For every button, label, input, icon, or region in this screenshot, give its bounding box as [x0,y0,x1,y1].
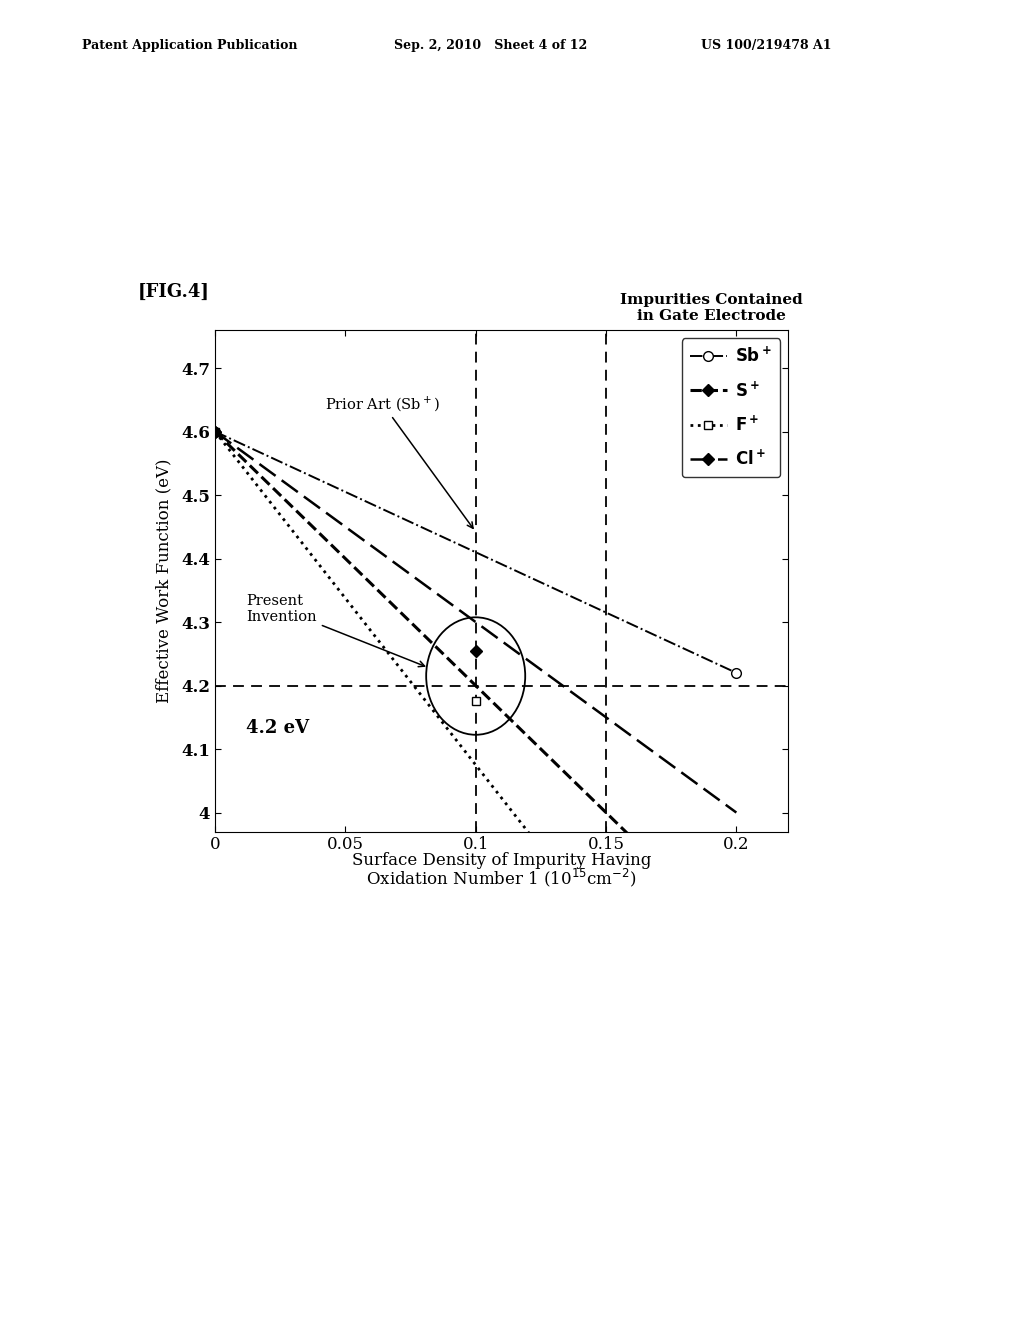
Text: Patent Application Publication: Patent Application Publication [82,38,297,51]
Text: Sep. 2, 2010   Sheet 4 of 12: Sep. 2, 2010 Sheet 4 of 12 [394,38,588,51]
Text: Present
Invention: Present Invention [247,594,425,667]
Text: 4.2 eV: 4.2 eV [247,719,309,737]
Text: [FIG.4]: [FIG.4] [138,282,210,301]
Y-axis label: Effective Work Function (eV): Effective Work Function (eV) [156,458,173,704]
Text: Impurities Contained
in Gate Electrode: Impurities Contained in Gate Electrode [621,293,803,323]
Text: Oxidation Number 1 (10$^{15}$cm$^{-2}$): Oxidation Number 1 (10$^{15}$cm$^{-2}$) [367,867,637,890]
Text: Surface Density of Impurity Having: Surface Density of Impurity Having [352,851,651,869]
Text: Prior Art (Sb$^+$): Prior Art (Sb$^+$) [325,393,473,528]
Text: US 100/219478 A1: US 100/219478 A1 [701,38,831,51]
Legend: $\mathbf{Sb^+}$, $\mathbf{S^+}$, $\mathbf{F^+}$, $\mathbf{Cl^+}$: $\mathbf{Sb^+}$, $\mathbf{S^+}$, $\mathb… [682,338,780,478]
